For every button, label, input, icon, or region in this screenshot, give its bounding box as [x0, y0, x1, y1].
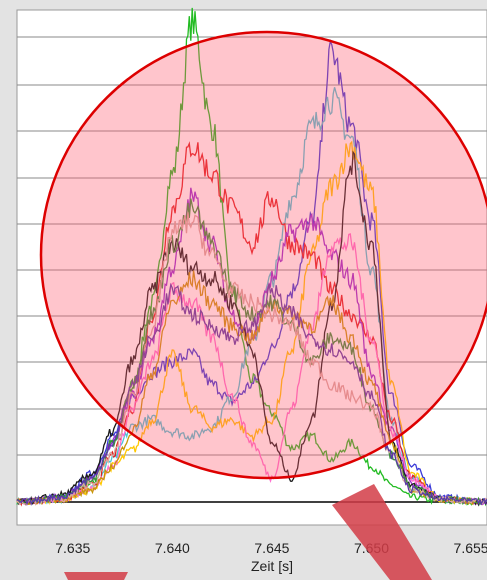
x-tick-label: 7.655: [454, 540, 487, 556]
annotation-overlay: [39, 30, 487, 580]
series-line: [16, 282, 487, 506]
x-tick-label: 7.645: [254, 540, 289, 556]
x-axis-label: Zeit [s]: [251, 558, 293, 574]
series-line: [16, 150, 487, 507]
highlight-circle: [39, 30, 487, 480]
arrow-mark: [332, 484, 432, 580]
x-tick-label: 7.635: [55, 540, 90, 556]
arrow-mark: [64, 572, 128, 580]
series-lines: [16, 7, 487, 507]
plot-area: [16, 9, 487, 526]
series-line: [16, 198, 487, 506]
x-tick-label: 7.640: [155, 540, 190, 556]
grid-lines: [17, 36, 487, 503]
